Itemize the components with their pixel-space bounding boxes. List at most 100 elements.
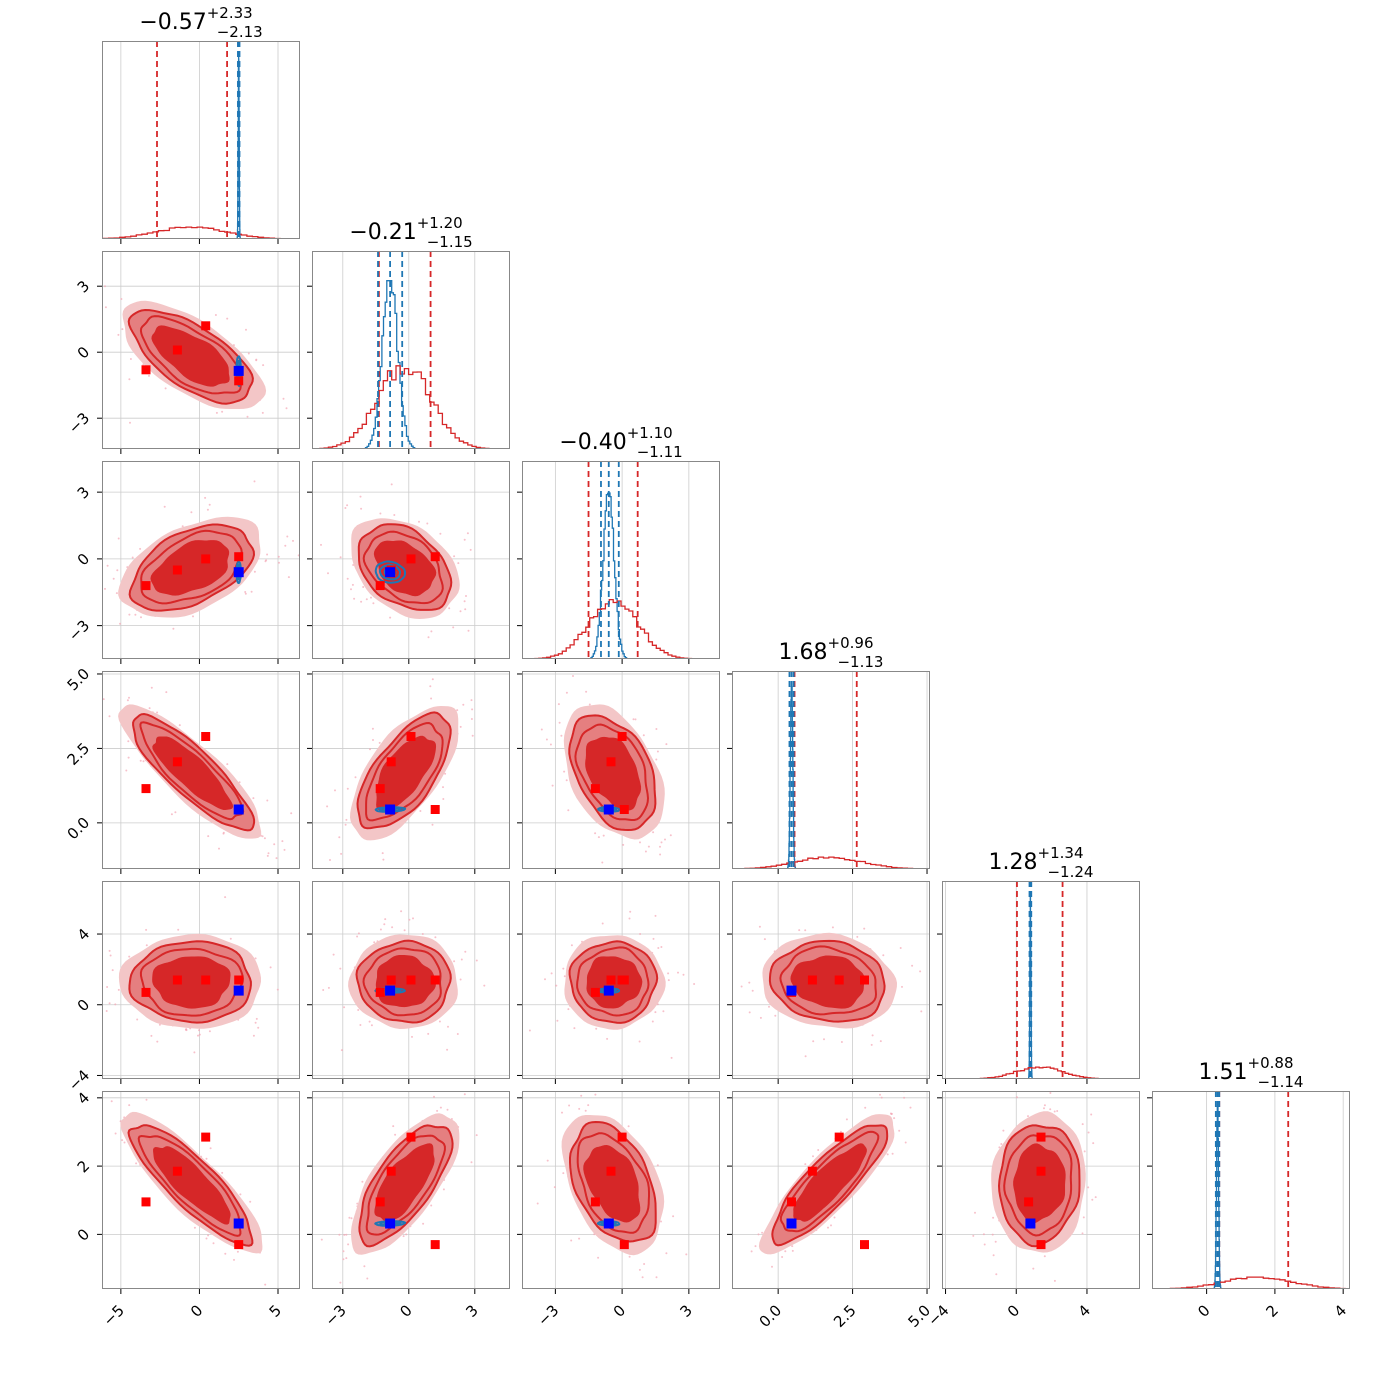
truth-marker-a xyxy=(807,1166,817,1176)
pair-panel-p4-p1 xyxy=(102,671,300,869)
sample-point xyxy=(253,480,256,483)
truth-marker-a xyxy=(172,345,182,355)
sample-point xyxy=(126,699,129,702)
x-tick-label: 0 xyxy=(1194,1301,1213,1320)
sample-point xyxy=(750,1250,753,1253)
sample-point xyxy=(343,1233,346,1236)
sample-point xyxy=(282,397,285,400)
sample-point xyxy=(657,947,660,949)
sample-point xyxy=(804,1163,807,1166)
sample-point xyxy=(629,910,632,913)
sample-point xyxy=(345,1257,348,1260)
histogram-step xyxy=(102,226,300,239)
sample-point xyxy=(594,655,596,657)
y-tick-label: 0 xyxy=(74,996,93,1015)
sample-point xyxy=(670,1056,673,1059)
sample-point xyxy=(239,1193,242,1196)
truth-marker-a xyxy=(860,975,869,985)
sample-point xyxy=(224,896,227,899)
truth-marker-a xyxy=(375,1197,385,1207)
sample-point xyxy=(457,562,460,565)
sample-point xyxy=(654,1011,657,1014)
sample-point xyxy=(632,718,635,721)
sample-point xyxy=(882,954,885,957)
sample-point xyxy=(638,1268,641,1271)
title-plus: +2.33 xyxy=(207,4,253,22)
sample-point xyxy=(654,914,657,917)
sample-point xyxy=(334,789,336,792)
sample-point xyxy=(898,1129,901,1132)
sample-point xyxy=(660,946,663,948)
axes-frame xyxy=(732,1091,930,1289)
axes-frame xyxy=(522,1091,720,1289)
sample-point xyxy=(433,1095,435,1098)
sample-point xyxy=(463,600,466,603)
sample-point xyxy=(125,769,128,772)
sample-point xyxy=(112,577,115,580)
sample-point xyxy=(208,1030,211,1033)
sample-point xyxy=(344,823,347,826)
sample-point xyxy=(264,560,267,563)
sample-point xyxy=(471,708,474,711)
sample-point xyxy=(556,1019,559,1022)
sample-point xyxy=(257,1026,260,1029)
sample-point xyxy=(389,616,392,619)
truth-marker-a xyxy=(430,552,440,562)
sample-point xyxy=(373,941,376,944)
truth-marker-a xyxy=(234,1240,244,1250)
sample-point xyxy=(588,703,591,706)
sample-point xyxy=(667,979,670,982)
sample-point xyxy=(370,596,372,599)
sample-point xyxy=(634,718,637,721)
truth-marker-a xyxy=(375,784,385,794)
sample-point xyxy=(379,928,382,931)
y-tick-label: 0 xyxy=(74,1225,93,1244)
truth-marker-a xyxy=(1036,1132,1046,1142)
sample-point xyxy=(1043,1107,1045,1110)
sample-point xyxy=(357,932,360,935)
histogram-step xyxy=(1152,1276,1350,1289)
sample-point xyxy=(148,707,151,710)
sample-point xyxy=(119,622,121,625)
sample-point xyxy=(128,613,131,616)
sample-point xyxy=(392,1125,395,1128)
sample-point xyxy=(763,938,766,941)
sample-point xyxy=(1090,1113,1093,1116)
truth-marker-a xyxy=(617,732,627,741)
sample-point xyxy=(252,797,255,800)
sample-point xyxy=(647,845,650,848)
sample-point xyxy=(1083,1150,1086,1153)
sample-point xyxy=(893,1117,896,1120)
diagonal-panel-p3 xyxy=(534,461,693,659)
sample-point xyxy=(831,926,834,929)
sample-point xyxy=(348,1216,351,1219)
sample-point xyxy=(660,1220,662,1223)
truth-marker-a xyxy=(590,987,600,997)
sample-point xyxy=(771,1265,773,1268)
sample-point xyxy=(601,922,604,925)
pair-panel-p6-p3 xyxy=(522,1091,720,1289)
diagonal-panel-p6 xyxy=(1152,1091,1350,1289)
sample-point xyxy=(361,1180,364,1183)
sample-point xyxy=(982,1233,985,1236)
sample-point xyxy=(1056,1110,1059,1112)
sample-point xyxy=(1082,1216,1085,1219)
sample-point xyxy=(655,728,658,730)
sample-point xyxy=(253,570,256,573)
sample-point xyxy=(139,547,142,550)
sample-point xyxy=(292,539,294,542)
title-minus: −1.14 xyxy=(1257,1073,1303,1091)
sample-point xyxy=(601,861,604,864)
sample-point xyxy=(369,748,371,751)
sample-point xyxy=(140,616,142,619)
title-plus: +1.20 xyxy=(417,214,463,232)
truth-marker-b xyxy=(786,985,797,996)
sample-point xyxy=(578,1237,581,1240)
sample-point xyxy=(145,1098,148,1101)
sample-point xyxy=(418,520,420,523)
sample-point xyxy=(442,786,444,789)
sample-point xyxy=(903,1096,906,1099)
sample-point xyxy=(456,709,459,712)
y-tick-label: 0 xyxy=(74,343,93,362)
sample-point xyxy=(238,781,241,784)
